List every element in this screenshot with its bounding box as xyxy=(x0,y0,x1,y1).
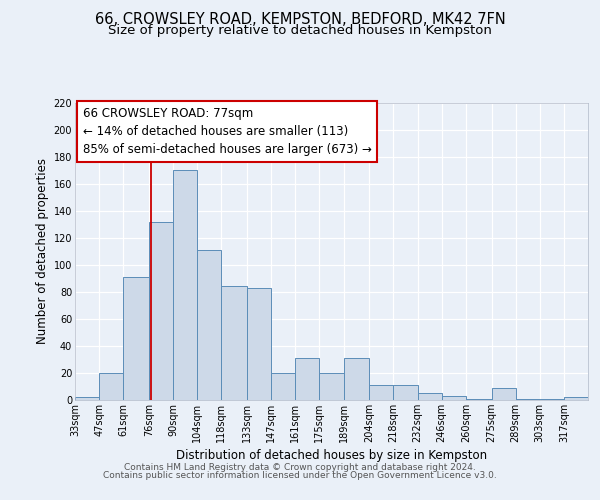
Bar xyxy=(466,398,491,400)
Bar xyxy=(75,398,99,400)
Bar xyxy=(394,385,418,400)
Bar xyxy=(491,388,515,400)
Bar xyxy=(221,286,247,400)
Bar xyxy=(173,170,197,400)
Bar xyxy=(295,358,319,400)
Bar xyxy=(247,288,271,400)
Bar xyxy=(197,250,221,400)
Bar xyxy=(271,373,295,400)
Bar xyxy=(149,222,173,400)
Y-axis label: Number of detached properties: Number of detached properties xyxy=(37,158,49,344)
Text: 66, CROWSLEY ROAD, KEMPSTON, BEDFORD, MK42 7FN: 66, CROWSLEY ROAD, KEMPSTON, BEDFORD, MK… xyxy=(95,12,505,28)
Text: Size of property relative to detached houses in Kempston: Size of property relative to detached ho… xyxy=(108,24,492,37)
Text: Contains HM Land Registry data © Crown copyright and database right 2024.: Contains HM Land Registry data © Crown c… xyxy=(124,462,476,471)
Bar xyxy=(418,393,442,400)
Bar xyxy=(319,373,344,400)
Bar xyxy=(370,385,394,400)
Text: 66 CROWSLEY ROAD: 77sqm
← 14% of detached houses are smaller (113)
85% of semi-d: 66 CROWSLEY ROAD: 77sqm ← 14% of detache… xyxy=(83,107,371,156)
Bar xyxy=(99,373,123,400)
Bar xyxy=(540,398,564,400)
Bar xyxy=(442,396,466,400)
Bar xyxy=(344,358,370,400)
Bar xyxy=(515,398,540,400)
X-axis label: Distribution of detached houses by size in Kempston: Distribution of detached houses by size … xyxy=(176,449,487,462)
Text: Contains public sector information licensed under the Open Government Licence v3: Contains public sector information licen… xyxy=(103,472,497,480)
Bar xyxy=(123,277,149,400)
Bar xyxy=(564,398,588,400)
